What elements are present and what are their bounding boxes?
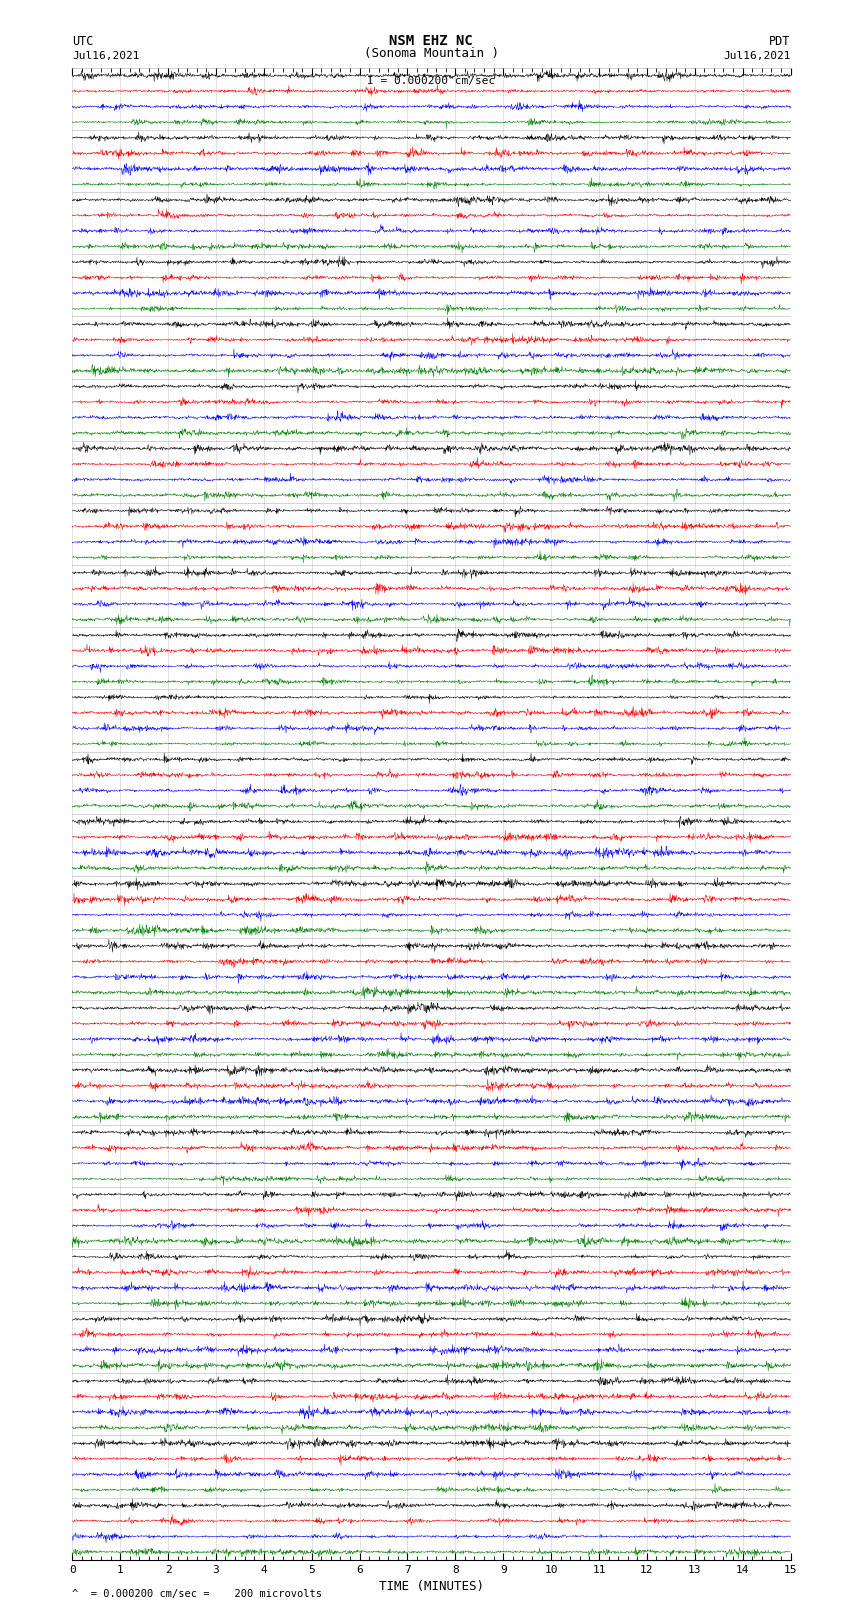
Text: ^  = 0.000200 cm/sec =    200 microvolts: ^ = 0.000200 cm/sec = 200 microvolts — [72, 1589, 322, 1598]
Text: PDT: PDT — [769, 35, 790, 48]
Text: I = 0.000200 cm/sec: I = 0.000200 cm/sec — [367, 76, 496, 85]
Text: NSM EHZ NC: NSM EHZ NC — [389, 34, 473, 48]
Text: (Sonoma Mountain ): (Sonoma Mountain ) — [364, 47, 499, 60]
Text: Jul16,2021: Jul16,2021 — [72, 52, 139, 61]
X-axis label: TIME (MINUTES): TIME (MINUTES) — [379, 1581, 484, 1594]
Text: Jul16,2021: Jul16,2021 — [723, 52, 791, 61]
Text: UTC: UTC — [72, 35, 94, 48]
